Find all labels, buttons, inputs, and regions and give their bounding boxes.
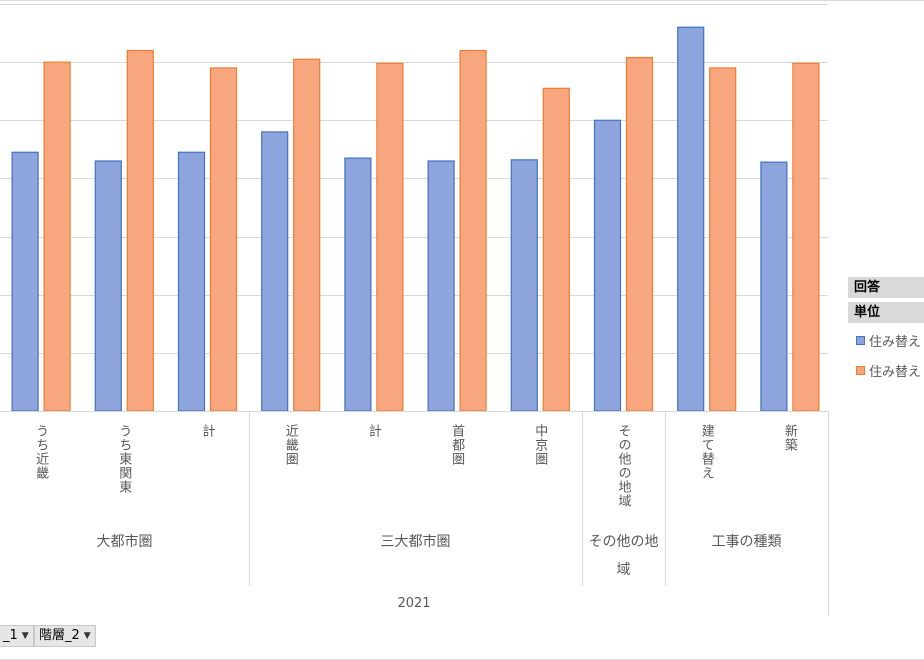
legend-swatch-icon xyxy=(856,366,865,375)
legend-item-label: 住み替え xyxy=(869,365,922,380)
category-label: うち近畿 xyxy=(33,424,49,480)
legend-item-series-2[interactable]: 住み替え xyxy=(856,361,921,380)
bar-1-5 xyxy=(344,157,372,412)
category-label: 建て替え xyxy=(698,424,714,480)
dropdown-arrow-icon: ▼ xyxy=(21,631,29,641)
category-label: 新築 xyxy=(781,424,797,452)
bar-1-4 xyxy=(261,131,289,412)
group-label: 大都市圏 xyxy=(96,534,153,550)
field-filter-label: 階層_2 xyxy=(39,628,80,643)
bar-2-8 xyxy=(625,56,654,412)
bar-2-3 xyxy=(209,67,238,412)
field-filter-label: _1 xyxy=(3,628,18,643)
bar-1-1 xyxy=(11,151,39,412)
bar-2-7 xyxy=(542,87,570,412)
dropdown-arrow-icon: ▼ xyxy=(83,631,91,641)
year-label: 2021 xyxy=(397,596,431,611)
legend-item-label: 住み替え xyxy=(869,335,922,350)
group-label: 工事の種類 xyxy=(711,534,782,550)
category-label: その他の地域 xyxy=(615,424,631,508)
bar-1-7 xyxy=(510,159,538,412)
group-label: 三大都市圏 xyxy=(380,534,451,550)
field-filter-button-hierarchy[interactable]: 階層_2 ▼ xyxy=(34,625,96,647)
category-label: 中京圏 xyxy=(532,424,548,466)
category-label: 近畿圏 xyxy=(282,424,298,466)
bar-2-4 xyxy=(293,58,321,412)
bar-2-5 xyxy=(376,62,404,412)
bar-1-2 xyxy=(94,160,122,412)
bar-2-6 xyxy=(459,49,487,412)
category-label: 首都圏 xyxy=(449,424,465,466)
bar-2-2 xyxy=(126,49,154,412)
bar-2-1 xyxy=(43,61,71,412)
bar-1-6 xyxy=(427,160,455,412)
legend-header-answer: 回答 xyxy=(848,277,924,298)
bar-2-10 xyxy=(792,62,820,412)
legend-header-unit: 単位 xyxy=(848,302,924,323)
bar-1-9 xyxy=(677,26,705,412)
bar-2-9 xyxy=(709,67,737,412)
category-label: うち東関東 xyxy=(116,424,132,494)
bar-1-8 xyxy=(593,119,622,412)
field-filter-button[interactable]: _1 ▼ xyxy=(0,625,34,647)
bar-1-3 xyxy=(177,151,206,412)
legend-item-series-1[interactable]: 住み替え xyxy=(856,331,921,350)
category-label: 計 xyxy=(199,424,215,438)
bar-1-10 xyxy=(760,161,788,412)
category-label: 計 xyxy=(365,424,381,438)
group-label: その他の地域 xyxy=(588,534,659,578)
legend-swatch-icon xyxy=(856,336,865,345)
